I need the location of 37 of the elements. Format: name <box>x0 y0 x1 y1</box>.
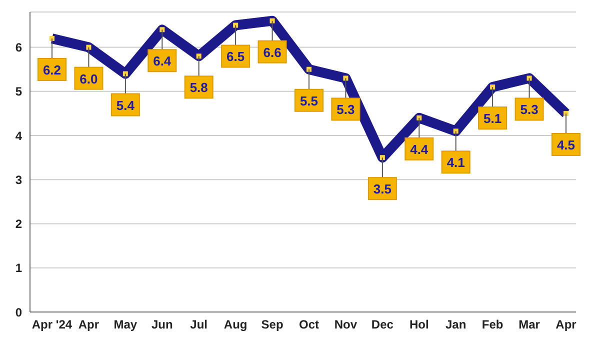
x-tick-label: Hol <box>409 318 429 332</box>
data-label: 4.1 <box>446 155 465 170</box>
x-tick-label: Apr '24 <box>32 318 72 332</box>
x-tick-label: Aug <box>224 318 248 332</box>
y-tick-label: 6 <box>15 40 22 55</box>
data-label: 4.4 <box>410 142 429 157</box>
data-label: 6.5 <box>226 49 245 64</box>
x-tick-label: Apr <box>78 318 100 332</box>
x-tick-label: Mar <box>518 318 540 332</box>
y-tick-label: 4 <box>15 128 22 143</box>
data-label: 5.8 <box>190 80 208 96</box>
y-tick-label: 5 <box>15 84 22 99</box>
x-tick-label: Jun <box>151 318 173 332</box>
data-label: 5.1 <box>484 111 502 126</box>
x-tick-label: Feb <box>482 318 504 332</box>
data-label: 3.5 <box>373 182 392 197</box>
x-tick-label: Jan <box>446 318 466 332</box>
x-tick-label: Oct <box>298 318 320 332</box>
y-tick-label: 3 <box>15 172 22 187</box>
x-tick-label: May <box>114 318 138 332</box>
y-tick-label: 1 <box>15 261 22 276</box>
data-label: 6.4 <box>153 54 172 69</box>
data-label: 5.3 <box>520 102 538 118</box>
x-tick-label: Jul <box>190 318 208 332</box>
data-label: 6.0 <box>80 71 98 86</box>
x-tick-label: Apr <box>556 318 577 332</box>
data-label: 4.5 <box>556 137 576 152</box>
x-tick-label: Nov <box>334 318 358 332</box>
y-tick-label: 2 <box>15 217 22 232</box>
data-label: 5.4 <box>116 98 136 113</box>
x-tick-label: Dec <box>371 318 394 332</box>
data-label: 6.2 <box>42 62 62 78</box>
data-label: 6.6 <box>263 44 282 60</box>
data-label: 5.5 <box>300 93 318 108</box>
y-tick-label: 0 <box>15 305 22 320</box>
data-label: 5.3 <box>336 102 355 118</box>
x-tick-label: Sep <box>261 318 284 332</box>
